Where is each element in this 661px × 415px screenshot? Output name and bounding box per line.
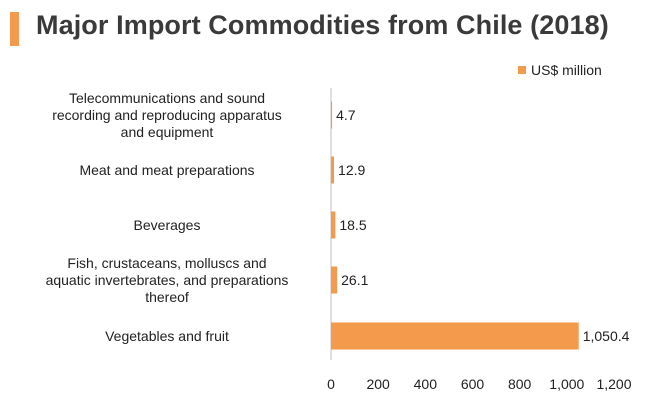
category-label-line: Beverages xyxy=(133,216,201,233)
category-label-line: Fish, crustaceans, molluscs and xyxy=(67,254,267,271)
category-label-line: Vegetables and fruit xyxy=(105,327,229,344)
data-label-4: 1,050.4 xyxy=(583,328,630,344)
category-label-line: and equipment xyxy=(120,123,214,140)
category-label-line: Telecommunications and sound xyxy=(68,89,266,106)
bar-3 xyxy=(331,266,338,294)
category-label-4: Vegetables and fruit xyxy=(17,328,317,345)
data-label-1: 12.9 xyxy=(338,162,365,178)
bar-4 xyxy=(331,322,579,350)
bar-0 xyxy=(331,101,333,129)
chart-title: Major Import Commodities from Chile (201… xyxy=(36,10,609,40)
category-label-line: Meat and meat preparations xyxy=(79,161,255,178)
x-tick-label-4: 800 xyxy=(508,376,532,392)
data-label-0: 4.7 xyxy=(336,107,356,123)
data-label-3: 26.1 xyxy=(341,272,368,288)
category-label-1: Meat and meat preparations xyxy=(17,162,317,179)
x-tick-label-2: 400 xyxy=(414,376,438,392)
category-label-0: Telecommunications and sound recording an… xyxy=(17,90,317,141)
legend-label: US$ million xyxy=(531,62,602,78)
data-label-2: 18.5 xyxy=(339,217,366,233)
bar-1 xyxy=(331,156,335,184)
x-tick-label-0: 0 xyxy=(327,376,335,392)
x-tick-label-1: 200 xyxy=(366,376,390,392)
legend-swatch xyxy=(518,66,526,74)
category-label-2: Beverages xyxy=(17,217,317,234)
x-tick-label-6: 1,200 xyxy=(596,376,631,392)
title-accent-bar xyxy=(10,12,19,46)
category-label-3: Fish, crustaceans, molluscs and aquatic i… xyxy=(17,255,317,306)
bar-2 xyxy=(331,211,336,239)
category-label-line: recording and reproducing apparatus xyxy=(52,106,282,123)
x-tick-label-5: 1,000 xyxy=(549,376,584,392)
x-tick-label-3: 600 xyxy=(461,376,485,392)
category-label-line: aquatic invertebrates, and preparations xyxy=(45,271,289,288)
legend: US$ million xyxy=(518,62,602,78)
category-label-line: thereof xyxy=(145,288,189,305)
